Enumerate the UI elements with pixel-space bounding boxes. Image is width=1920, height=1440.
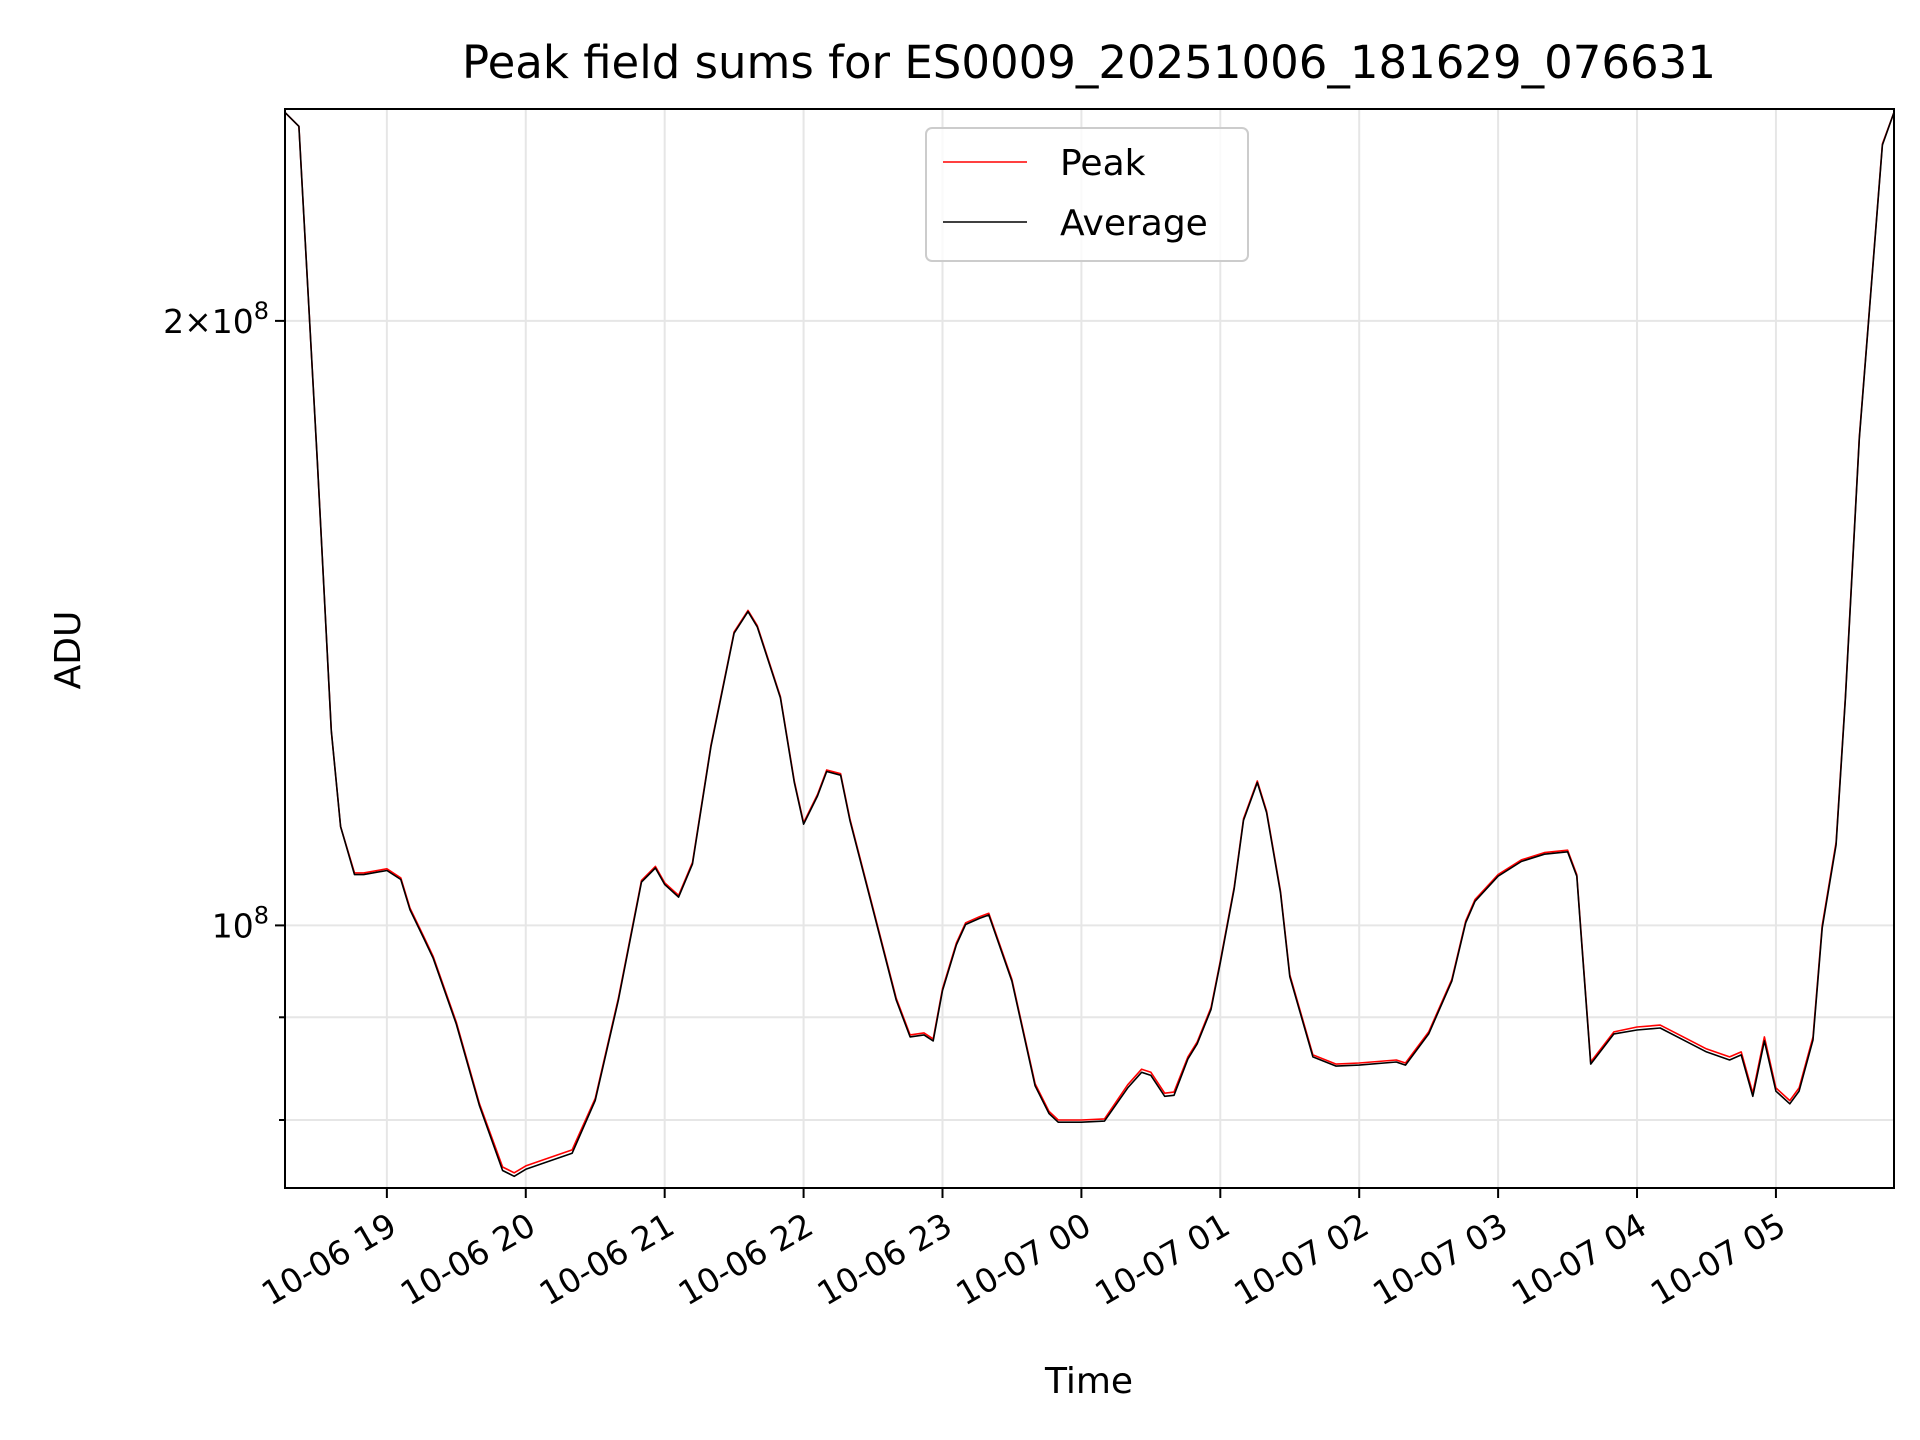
- plot-series: [284, 111, 1895, 1178]
- y-tick-label: 108: [212, 901, 269, 945]
- y-axis-label: ADU: [48, 611, 89, 690]
- series-line-peak: [284, 111, 1895, 1174]
- legend: Peak Average: [925, 127, 1249, 262]
- series-line-average: [284, 111, 1895, 1178]
- plot-frame: [284, 108, 1895, 1189]
- y-tick-label: 2×108: [163, 297, 269, 341]
- chart-title: Peak field sums for ES0009_20251006_1816…: [462, 36, 1716, 89]
- legend-peak-label: Peak: [1060, 143, 1146, 184]
- x-axis-label: Time: [1044, 1361, 1133, 1402]
- legend-average-label: Average: [1060, 203, 1208, 244]
